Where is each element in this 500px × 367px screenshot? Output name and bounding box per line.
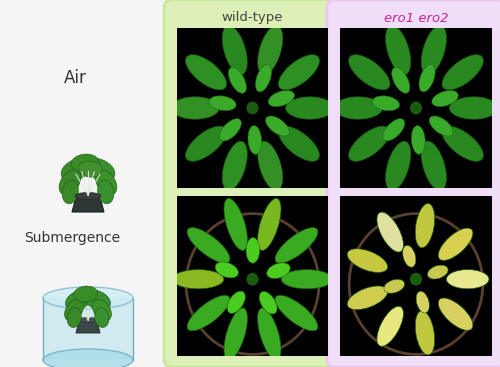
Ellipse shape	[258, 199, 281, 250]
Ellipse shape	[429, 116, 453, 136]
Ellipse shape	[187, 295, 230, 331]
Ellipse shape	[228, 67, 246, 93]
Ellipse shape	[222, 141, 248, 190]
Ellipse shape	[278, 126, 320, 161]
Ellipse shape	[220, 119, 242, 141]
FancyBboxPatch shape	[327, 0, 500, 367]
Ellipse shape	[267, 263, 290, 279]
Ellipse shape	[215, 262, 238, 278]
Polygon shape	[43, 298, 133, 360]
Ellipse shape	[209, 96, 236, 111]
Ellipse shape	[78, 317, 98, 323]
Text: wild-type: wild-type	[221, 11, 283, 25]
Ellipse shape	[248, 126, 262, 154]
Ellipse shape	[421, 26, 446, 75]
Ellipse shape	[246, 237, 260, 263]
Ellipse shape	[222, 26, 248, 75]
Ellipse shape	[450, 97, 498, 119]
Ellipse shape	[92, 299, 112, 321]
Ellipse shape	[186, 126, 226, 161]
Ellipse shape	[224, 308, 248, 360]
Text: Air: Air	[64, 69, 86, 87]
Ellipse shape	[95, 170, 117, 195]
Ellipse shape	[71, 154, 99, 172]
Ellipse shape	[348, 55, 390, 90]
Ellipse shape	[334, 97, 382, 119]
Bar	[177, 28, 328, 188]
Ellipse shape	[446, 270, 489, 289]
Bar	[340, 196, 492, 356]
Ellipse shape	[281, 270, 332, 289]
Ellipse shape	[347, 249, 388, 272]
Ellipse shape	[227, 291, 246, 313]
Ellipse shape	[98, 180, 114, 204]
Ellipse shape	[78, 161, 102, 177]
Ellipse shape	[43, 349, 133, 367]
Ellipse shape	[258, 26, 283, 75]
Ellipse shape	[421, 141, 446, 190]
Ellipse shape	[372, 96, 400, 111]
Ellipse shape	[432, 90, 458, 107]
Ellipse shape	[392, 67, 410, 93]
Ellipse shape	[258, 141, 283, 190]
Ellipse shape	[67, 308, 82, 327]
Bar	[177, 196, 328, 356]
Ellipse shape	[416, 310, 434, 355]
Ellipse shape	[377, 212, 404, 252]
Ellipse shape	[442, 126, 484, 161]
Ellipse shape	[438, 228, 473, 261]
Text: ero1 ero2: ero1 ero2	[384, 11, 448, 25]
Ellipse shape	[386, 26, 411, 75]
Ellipse shape	[377, 306, 404, 346]
Ellipse shape	[75, 193, 101, 200]
Ellipse shape	[416, 204, 434, 248]
Ellipse shape	[59, 170, 81, 195]
Ellipse shape	[384, 279, 404, 293]
Ellipse shape	[268, 90, 294, 107]
Polygon shape	[72, 197, 104, 212]
Text: Submergence: Submergence	[24, 231, 120, 245]
Ellipse shape	[171, 97, 220, 119]
Ellipse shape	[94, 308, 109, 327]
Ellipse shape	[172, 270, 224, 289]
Bar	[340, 28, 492, 188]
Ellipse shape	[347, 286, 388, 310]
Circle shape	[410, 273, 422, 286]
Ellipse shape	[382, 119, 405, 141]
Circle shape	[246, 273, 258, 286]
Polygon shape	[76, 321, 100, 333]
Ellipse shape	[438, 298, 473, 330]
FancyBboxPatch shape	[164, 0, 338, 367]
Ellipse shape	[416, 291, 430, 313]
Ellipse shape	[402, 246, 416, 267]
Ellipse shape	[428, 265, 448, 279]
Ellipse shape	[187, 228, 230, 263]
Ellipse shape	[74, 286, 98, 302]
Ellipse shape	[186, 55, 226, 90]
Ellipse shape	[275, 295, 318, 331]
Ellipse shape	[224, 199, 248, 250]
Ellipse shape	[256, 65, 272, 92]
Ellipse shape	[61, 158, 92, 181]
Ellipse shape	[66, 290, 92, 310]
Ellipse shape	[84, 290, 110, 310]
Ellipse shape	[258, 308, 281, 360]
Ellipse shape	[286, 97, 334, 119]
Ellipse shape	[386, 141, 411, 190]
Ellipse shape	[442, 55, 484, 90]
Ellipse shape	[62, 180, 78, 204]
Ellipse shape	[84, 158, 115, 181]
Ellipse shape	[266, 116, 289, 136]
Ellipse shape	[419, 65, 435, 92]
Ellipse shape	[43, 287, 133, 309]
Ellipse shape	[275, 228, 318, 263]
Circle shape	[246, 102, 258, 115]
Circle shape	[410, 102, 422, 115]
Ellipse shape	[348, 126, 390, 161]
Ellipse shape	[64, 299, 84, 321]
Ellipse shape	[260, 291, 277, 314]
Ellipse shape	[412, 126, 425, 154]
Ellipse shape	[278, 55, 320, 90]
